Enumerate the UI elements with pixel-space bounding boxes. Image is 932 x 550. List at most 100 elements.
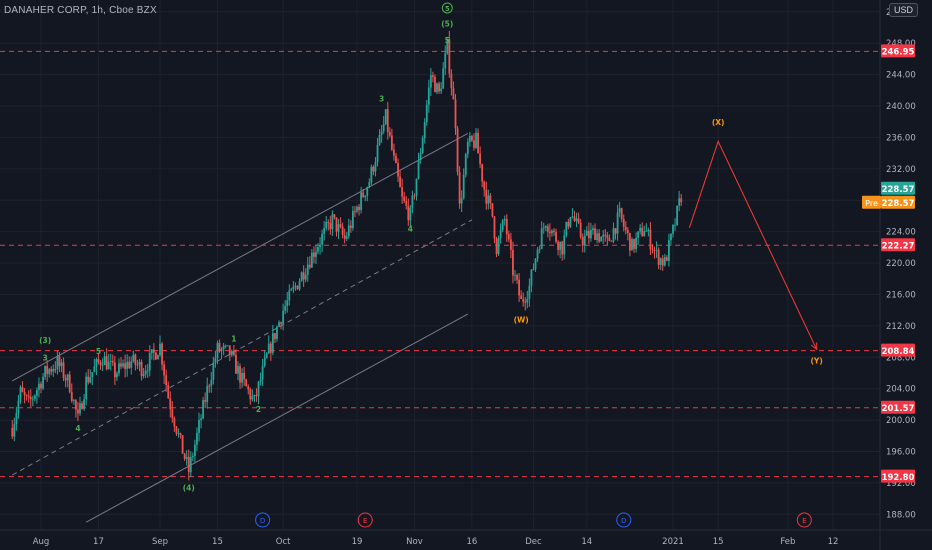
candle — [604, 229, 607, 242]
candle — [232, 344, 235, 357]
candle-body — [167, 385, 170, 399]
candle-body — [544, 226, 547, 228]
event-marker[interactable]: D — [616, 512, 632, 528]
candle-body — [124, 363, 127, 369]
candle-body — [633, 239, 635, 249]
event-marker[interactable]: E — [357, 512, 373, 528]
candle-body — [204, 400, 207, 402]
candle — [222, 342, 225, 356]
candle-body — [567, 222, 570, 227]
candle — [386, 101, 389, 140]
candle-body — [491, 203, 494, 217]
candle — [551, 229, 553, 237]
candle-body — [42, 376, 44, 389]
candle-body — [417, 160, 420, 179]
candle-body — [265, 353, 268, 358]
candle — [77, 401, 79, 422]
candle — [288, 284, 291, 306]
candle — [421, 135, 424, 154]
candle-body — [649, 229, 652, 250]
candle-body — [349, 225, 352, 229]
candle-body — [118, 363, 120, 374]
candle-body — [313, 252, 315, 257]
candle-body — [245, 379, 248, 387]
candle — [512, 241, 514, 284]
candle — [419, 147, 422, 164]
current-price-tag-label: 228.57 — [882, 185, 915, 195]
candle-body — [462, 174, 465, 199]
candle — [79, 396, 81, 416]
candle — [202, 396, 205, 420]
candle — [374, 156, 377, 177]
candle-body — [77, 409, 79, 414]
candle-body — [157, 355, 159, 360]
candle — [653, 246, 656, 259]
candle — [294, 282, 297, 291]
candle — [594, 223, 596, 241]
candle — [113, 356, 116, 385]
candle — [530, 269, 533, 293]
candle-body — [624, 226, 627, 231]
candle — [635, 232, 637, 253]
candle-body — [592, 228, 594, 231]
candle-body — [228, 345, 231, 356]
candle — [17, 394, 20, 419]
candle — [622, 214, 625, 232]
candle — [72, 398, 75, 405]
candle — [397, 158, 399, 182]
event-marker[interactable]: E — [796, 512, 812, 528]
candle — [253, 394, 256, 403]
candle-body — [138, 361, 141, 365]
candle — [407, 198, 410, 226]
event-marker[interactable]: D — [255, 512, 271, 528]
candle — [214, 350, 217, 368]
candle — [323, 221, 326, 241]
candle — [269, 341, 272, 361]
event-marker-circle — [796, 512, 812, 528]
candle — [678, 191, 681, 212]
candle — [464, 152, 467, 178]
candle-body — [319, 244, 321, 248]
candle-body — [323, 228, 326, 234]
candle-body — [553, 230, 555, 233]
candle — [540, 221, 543, 250]
candle — [243, 366, 246, 386]
candle — [427, 79, 430, 113]
candle — [315, 244, 317, 264]
candle — [450, 69, 453, 96]
level-price-tag-label: 222.27 — [882, 241, 915, 251]
candle-body — [524, 301, 527, 303]
candle — [388, 127, 391, 138]
candle — [524, 297, 527, 311]
candle — [440, 82, 443, 94]
currency-badge[interactable]: USD — [888, 3, 918, 17]
candle-body — [99, 362, 102, 365]
candle — [337, 218, 340, 240]
candle-body — [368, 182, 371, 188]
candle — [257, 380, 260, 405]
candle — [313, 246, 315, 264]
candle-body — [651, 249, 654, 251]
price-tick-label: 200.00 — [886, 416, 916, 426]
candle-body — [399, 176, 401, 188]
candle — [559, 241, 562, 259]
candle — [15, 406, 18, 431]
candle-body — [191, 456, 194, 458]
candle — [372, 165, 375, 176]
level-price-tag-bg — [881, 343, 915, 357]
candle-body — [626, 230, 629, 233]
candle — [610, 240, 613, 242]
candle — [462, 168, 465, 200]
candle-body — [555, 232, 557, 242]
wave-label: (Y) — [810, 357, 822, 366]
candle — [181, 435, 184, 454]
time-tick-label: 16 — [466, 537, 477, 547]
price-tick-label: 232.00 — [886, 165, 916, 175]
level-price-tag: 208.84 — [881, 343, 915, 357]
candle — [335, 217, 338, 237]
time-tick-label: 19 — [352, 537, 363, 547]
candle-body — [518, 279, 521, 296]
candle — [128, 356, 131, 370]
candle-body — [111, 361, 114, 363]
